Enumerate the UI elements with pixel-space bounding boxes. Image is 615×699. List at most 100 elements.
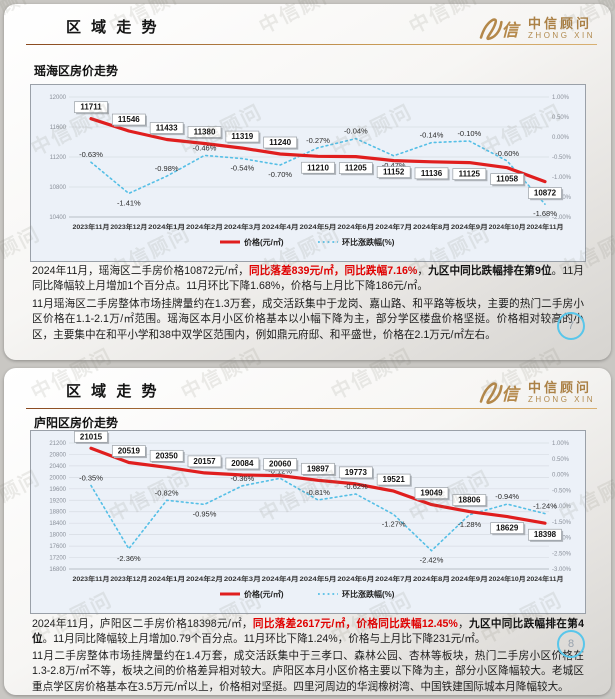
svg-text:-1.00%: -1.00% bbox=[552, 504, 572, 510]
svg-text:0.00%: 0.00% bbox=[552, 473, 570, 479]
text-segment: 2024年11月，庐阳区二手房价格18398元/㎡， bbox=[32, 618, 253, 630]
svg-text:环比涨跌幅(%): 环比涨跌幅(%) bbox=[342, 589, 395, 599]
svg-text:17200: 17200 bbox=[49, 556, 66, 562]
svg-text:11125: 11125 bbox=[459, 170, 481, 179]
svg-text:10400: 10400 bbox=[49, 215, 66, 221]
svg-text:-0.95%: -0.95% bbox=[193, 509, 217, 518]
svg-text:20157: 20157 bbox=[193, 457, 216, 466]
svg-text:-0.62%: -0.62% bbox=[344, 482, 368, 491]
text-segment: 同比落差2617元/㎡，价格同比跌幅12.45% bbox=[252, 618, 458, 630]
svg-text:价格(元/㎡): 价格(元/㎡) bbox=[244, 589, 284, 599]
svg-text:19600: 19600 bbox=[49, 487, 66, 493]
svg-text:2024年9月: 2024年9月 bbox=[451, 222, 488, 231]
svg-text:-1.27%: -1.27% bbox=[382, 520, 406, 529]
svg-text:价格(元/㎡): 价格(元/㎡) bbox=[244, 237, 284, 247]
svg-text:2024年9月: 2024年9月 bbox=[451, 574, 488, 583]
svg-text:-2.00%: -2.00% bbox=[552, 215, 572, 221]
svg-text:-0.46%: -0.46% bbox=[193, 143, 217, 152]
svg-text:-0.81%: -0.81% bbox=[306, 488, 330, 497]
svg-text:10800: 10800 bbox=[49, 185, 66, 191]
svg-text:2023年12月: 2023年12月 bbox=[110, 222, 147, 231]
svg-text:11319: 11319 bbox=[231, 132, 253, 141]
svg-text:2024年7月: 2024年7月 bbox=[375, 222, 412, 231]
svg-text:-2.50%: -2.50% bbox=[552, 551, 572, 557]
svg-text:-0.94%: -0.94% bbox=[495, 492, 519, 501]
brand-logo-text: 中信顾问 ZHONG XIN bbox=[528, 381, 595, 405]
summary-paragraph: 2024年11月，庐阳区二手房价格18398元/㎡，同比落差2617元/㎡，价格… bbox=[32, 617, 584, 648]
detail-paragraph: 11月瑶海区二手房整体市场挂牌量约在1.3万套，成交活跃集中于龙岗、嘉山路、和平… bbox=[32, 297, 584, 343]
svg-text:-0.50%: -0.50% bbox=[552, 155, 572, 161]
svg-text:2024年4月: 2024年4月 bbox=[262, 574, 299, 583]
svg-text:18398: 18398 bbox=[534, 530, 557, 539]
svg-text:-1.68%: -1.68% bbox=[533, 209, 557, 218]
svg-text:2023年12月: 2023年12月 bbox=[110, 574, 147, 583]
svg-text:2024年2月: 2024年2月 bbox=[186, 574, 223, 583]
brand-name-en: ZHONG XIN bbox=[528, 31, 595, 40]
header-divider bbox=[26, 44, 597, 45]
svg-text:11152: 11152 bbox=[383, 168, 405, 177]
svg-text:20000: 20000 bbox=[49, 475, 66, 481]
svg-text:11380: 11380 bbox=[194, 128, 216, 137]
svg-text:2024年8月: 2024年8月 bbox=[413, 574, 450, 583]
svg-text:-0.54%: -0.54% bbox=[230, 164, 254, 173]
svg-text:-1.28%: -1.28% bbox=[457, 520, 481, 529]
svg-text:-0.50%: -0.50% bbox=[552, 488, 572, 494]
summary-paragraph: 2024年11月，瑶海区二手房价格10872元/㎡，同比落差839元/㎡，同比跌… bbox=[32, 264, 584, 295]
svg-text:2024年6月: 2024年6月 bbox=[337, 222, 374, 231]
svg-text:-1.41%: -1.41% bbox=[117, 198, 141, 207]
svg-text:-0.47%: -0.47% bbox=[382, 161, 406, 170]
svg-text:0.00%: 0.00% bbox=[552, 135, 570, 141]
svg-text:20400: 20400 bbox=[49, 464, 66, 470]
svg-text:2024年5月: 2024年5月 bbox=[300, 222, 337, 231]
svg-text:19773: 19773 bbox=[345, 468, 368, 477]
svg-text:19200: 19200 bbox=[49, 498, 66, 504]
svg-text:2024年6月: 2024年6月 bbox=[337, 574, 374, 583]
svg-text:2023年11月: 2023年11月 bbox=[73, 574, 110, 583]
text-segment: 11月瑶海区二手房整体市场挂牌量约在1.3万套，成交活跃集中于龙岗、嘉山路、和平… bbox=[32, 298, 584, 341]
svg-text:18400: 18400 bbox=[49, 521, 66, 527]
svg-text:2024年11月: 2024年11月 bbox=[527, 574, 564, 583]
brand-logo: 信 中信顾问 ZHONG XIN bbox=[472, 376, 595, 410]
svg-text:18800: 18800 bbox=[49, 510, 66, 516]
svg-text:11711: 11711 bbox=[80, 103, 102, 112]
svg-text:-1.00%: -1.00% bbox=[552, 175, 572, 181]
brand-logo-icon: 信 bbox=[479, 18, 521, 41]
svg-text:2024年1月: 2024年1月 bbox=[148, 222, 185, 231]
svg-text:-0.35%: -0.35% bbox=[79, 474, 103, 483]
section-title: 区 域 走 势 bbox=[66, 383, 160, 400]
svg-text:20350: 20350 bbox=[156, 451, 179, 460]
text-segment: ， bbox=[457, 618, 470, 630]
svg-text:-0.36%: -0.36% bbox=[230, 474, 254, 483]
text-segment: 同比落差839元/㎡，同比跌幅7.16% bbox=[248, 265, 418, 277]
page-number-badge: 7 bbox=[557, 312, 585, 340]
svg-text:-0.70%: -0.70% bbox=[268, 170, 292, 179]
svg-text:2024年7月: 2024年7月 bbox=[375, 574, 412, 583]
svg-text:-0.14%: -0.14% bbox=[420, 131, 444, 140]
svg-text:1.00%: 1.00% bbox=[552, 441, 570, 447]
svg-text:2024年5月: 2024年5月 bbox=[300, 574, 337, 583]
svg-text:12000: 12000 bbox=[49, 95, 66, 101]
chart-panel-yaohai: 12000 11600 11200 10800 10400 1.00% 0.50% 0.00%… bbox=[30, 84, 586, 262]
svg-text:0.50%: 0.50% bbox=[552, 457, 570, 463]
slide-luyang: 区 域 走 势 信 中信顾问 ZHONG XIN 庐阳区房价走势 21200 20… bbox=[4, 368, 611, 695]
svg-text:2024年3月: 2024年3月 bbox=[224, 222, 261, 231]
luyang-price-trend-chart: 21200 20800 20400 20000 19600 19200 18800 18400… bbox=[49, 431, 572, 599]
brand-logo-text: 中信顾问 ZHONG XIN bbox=[528, 17, 595, 41]
text-segment: 11月二手房整体市场挂牌量约在1.4万套，成交活跃集中于三孝口、森林公园、杏林等… bbox=[32, 650, 584, 693]
svg-text:19521: 19521 bbox=[383, 475, 406, 484]
svg-text:11205: 11205 bbox=[345, 164, 367, 173]
svg-text:21015: 21015 bbox=[80, 432, 103, 441]
brand-name-cn: 中信顾问 bbox=[528, 16, 593, 31]
svg-text:-0.04%: -0.04% bbox=[344, 127, 368, 136]
header-divider bbox=[26, 408, 597, 409]
svg-text:信: 信 bbox=[501, 21, 521, 40]
svg-text:0.50%: 0.50% bbox=[552, 115, 570, 121]
svg-text:信: 信 bbox=[501, 385, 521, 404]
svg-text:-0.27%: -0.27% bbox=[306, 136, 330, 145]
svg-text:16800: 16800 bbox=[49, 567, 66, 573]
text-segment: 九区中同比跌幅排在第9位 bbox=[428, 265, 552, 277]
svg-text:18629: 18629 bbox=[496, 524, 519, 533]
svg-text:20060: 20060 bbox=[269, 460, 292, 469]
chart-panel-luyang: 21200 20800 20400 20000 19600 19200 18800 18400… bbox=[30, 430, 586, 614]
svg-text:-0.63%: -0.63% bbox=[79, 150, 103, 159]
